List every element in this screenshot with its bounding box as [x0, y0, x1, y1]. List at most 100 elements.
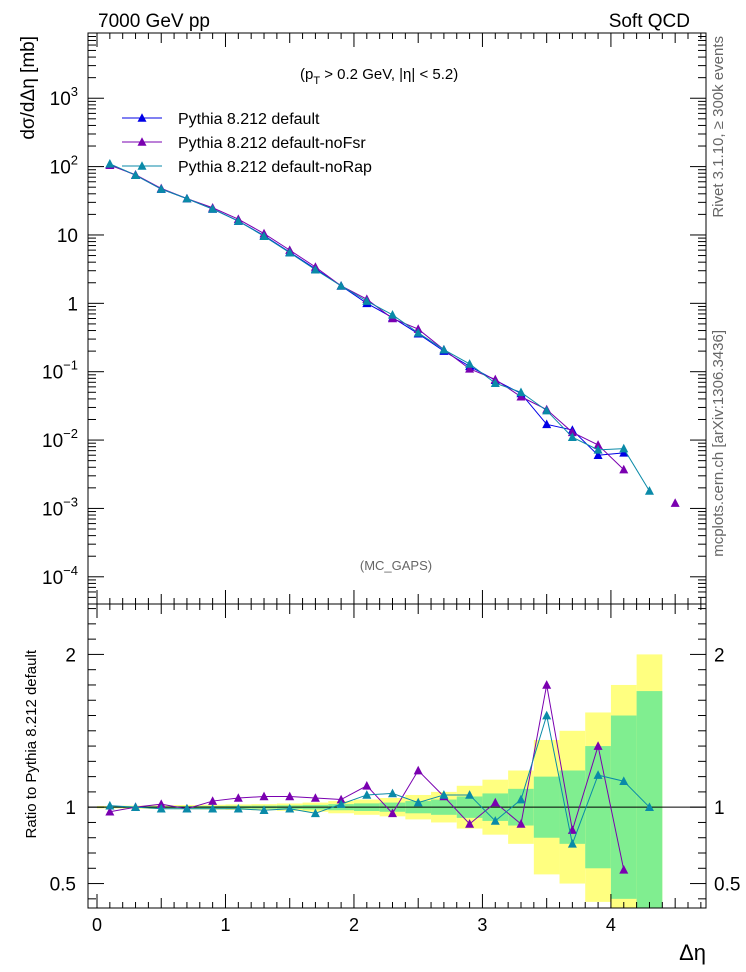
data-point-noRap [542, 405, 552, 415]
data-point-noFsr [310, 793, 320, 802]
ratio-frame-box [87, 603, 707, 909]
data-point-noRap [105, 158, 115, 168]
y-tick-label-right: 1 [714, 798, 725, 819]
main-y-axis-label: dσ/dΔη [mb] [18, 36, 39, 140]
data-point-noRap [105, 800, 115, 810]
data-point-noRap [388, 309, 398, 319]
data-point-noRap [182, 193, 192, 203]
x-tick-label: 1 [220, 915, 230, 935]
y-tick-label-right: 2 [714, 645, 725, 666]
data-point-noRap [362, 296, 372, 305]
data-point-default [593, 450, 603, 460]
data-point-noFsr [465, 364, 475, 373]
x-tick-label: 4 [606, 915, 616, 935]
y-tick-label: 10−2 [42, 426, 78, 452]
series-line-noRap [109, 715, 650, 846]
data-point-noFsr [336, 794, 346, 804]
data-point-noRap [259, 231, 269, 240]
band-inner-segment [636, 691, 663, 908]
y-tick-label: 10−1 [42, 358, 78, 384]
x-tick-label: 0 [92, 915, 102, 935]
energy-label: 7000 GeV pp [98, 11, 210, 32]
data-point-noRap [516, 387, 526, 397]
data-point-noFsr [619, 464, 629, 474]
series-noRap [105, 710, 654, 848]
legend: Pythia 8.212 default Pythia 8.212 default… [122, 111, 372, 176]
legend-marker [137, 113, 147, 122]
data-point-default [542, 419, 552, 429]
data-point-noFsr [516, 391, 526, 401]
data-point-noFsr [593, 440, 603, 449]
data-point-noRap [208, 204, 218, 213]
ratio-uncertainty-band [96, 654, 663, 908]
data-point-noRap [465, 790, 475, 799]
y-tick-label: 0.5 [50, 875, 76, 896]
data-point-noRap [208, 803, 218, 813]
data-point-noRap [362, 790, 372, 799]
data-point-noFsr [490, 797, 500, 807]
data-point-noFsr [285, 791, 295, 801]
data-point-noRap [259, 805, 269, 815]
data-point-noFsr [388, 808, 398, 818]
data-point-noFsr [593, 741, 603, 750]
data-point-noRap [567, 839, 577, 848]
data-point-noFsr [542, 680, 552, 689]
data-point-noFsr [465, 819, 475, 828]
series-line-noRap [109, 163, 650, 492]
y-tick-label: 10 [57, 226, 78, 247]
watermark-label: (MC_GAPS) [360, 558, 432, 573]
data-point-noFsr [516, 819, 526, 828]
data-point-noRap [490, 378, 500, 387]
data-point-noFsr [259, 791, 269, 801]
series-noRap [105, 158, 654, 495]
y-tick-label: 1 [65, 798, 76, 819]
main-panel: 10−4 10−3 10−2 10−1 1 10 102 103 [42, 32, 707, 605]
data-point-noFsr [105, 806, 115, 816]
data-point-noRap [182, 803, 192, 813]
data-point-noRap [233, 216, 243, 225]
mcplots-label: mcplots.cern.ch [arXiv:1306.3436] [710, 330, 727, 557]
x-axis-label: Δη [679, 940, 706, 965]
data-point-noRap [156, 184, 166, 193]
process-label: Soft QCD [609, 11, 690, 32]
data-point-noRap [439, 344, 449, 354]
x-tick-label: 2 [349, 915, 359, 935]
series-noFsr [105, 680, 629, 874]
data-point-noRap [593, 770, 603, 779]
data-point-noRap [310, 808, 320, 818]
legend-marker [137, 161, 147, 170]
data-point-noRap [233, 803, 243, 813]
y-tick-label: 10−4 [42, 563, 78, 589]
data-point-noRap [490, 816, 500, 825]
data-point-noRap [619, 443, 629, 453]
y-tick-label-right: 0.5 [714, 875, 740, 896]
series-noFsr [105, 160, 680, 507]
data-point-noRap [285, 803, 295, 813]
ratio-series-group [105, 680, 654, 874]
data-point-noRap [131, 802, 141, 811]
main-series-group [105, 158, 680, 507]
data-point-noRap [567, 432, 577, 442]
data-point-noRap [465, 359, 475, 368]
data-point-noFsr [233, 793, 243, 802]
data-point-noRap [644, 486, 654, 495]
data-point-noRap [156, 803, 166, 813]
data-point-noRap [131, 170, 141, 179]
data-point-noFsr [156, 799, 166, 808]
ratio-y-axis-label: Ratio to Pythia 8.212 default [23, 649, 40, 838]
legend-label: Pythia 8.212 default [178, 111, 320, 128]
data-point-noRap [413, 797, 423, 807]
legend-label: Pythia 8.212 default-noFsr [178, 135, 366, 152]
cut-label: (pT > 0.2 GeV, |η| < 5.2) [300, 66, 458, 87]
data-point-noFsr [619, 865, 629, 874]
data-point-noRap [388, 788, 398, 798]
ratio-panel: 0 1 2 3 4 0.5 0.5 1 1 2 2 [50, 33, 740, 935]
data-point-noRap [644, 802, 654, 811]
data-point-noFsr [362, 780, 372, 790]
y-tick-label: 102 [50, 153, 78, 179]
data-point-noRap [336, 281, 346, 290]
rivet-label: Rivet 3.1.10, ≥ 300k events [710, 36, 727, 218]
data-point-noRap [310, 264, 320, 274]
data-point-noFsr [208, 796, 218, 805]
y-tick-label: 2 [65, 645, 76, 666]
